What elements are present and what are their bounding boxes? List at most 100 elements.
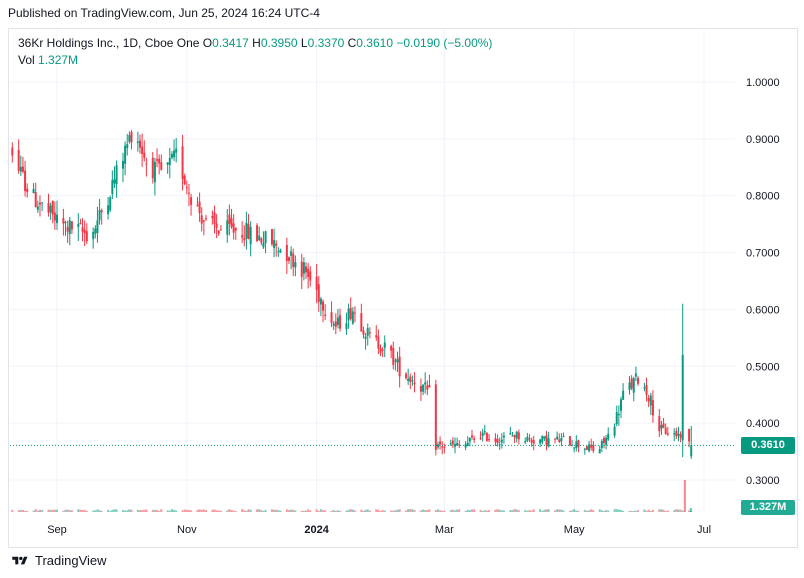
candle-body bbox=[605, 437, 608, 445]
volume-bar bbox=[158, 510, 161, 512]
volume-bar bbox=[245, 510, 248, 512]
candle-body bbox=[562, 436, 565, 438]
volume-bar bbox=[145, 509, 148, 512]
volume-bar bbox=[115, 509, 118, 512]
candle-body bbox=[483, 431, 486, 433]
volume-bar bbox=[53, 509, 56, 512]
candle-body bbox=[245, 222, 248, 239]
candle-body bbox=[153, 161, 156, 183]
tradingview-brand[interactable]: TradingView bbox=[10, 553, 107, 568]
volume-bar bbox=[185, 509, 188, 512]
candle-body bbox=[368, 332, 371, 334]
volume-bar bbox=[232, 510, 235, 512]
candle-body bbox=[496, 439, 499, 444]
candle-body bbox=[211, 216, 214, 219]
volume-bar bbox=[619, 509, 622, 512]
volume-bar bbox=[360, 509, 363, 512]
volume-bar bbox=[558, 509, 561, 512]
candle-body bbox=[405, 373, 408, 379]
candle-body bbox=[273, 240, 276, 248]
candle-body bbox=[160, 162, 163, 170]
candle-body bbox=[449, 443, 452, 445]
candle-body bbox=[628, 382, 631, 390]
volume-bar bbox=[160, 509, 163, 512]
candle-body bbox=[109, 197, 112, 211]
candle-body bbox=[62, 218, 65, 224]
volume-bar bbox=[526, 510, 529, 512]
candle-body bbox=[260, 238, 263, 243]
volume-bar bbox=[630, 510, 633, 512]
x-tick-label: Sep bbox=[47, 524, 67, 536]
volume-bar bbox=[466, 509, 469, 512]
volume-bar bbox=[83, 509, 86, 512]
candle-body bbox=[598, 448, 601, 454]
candle-body bbox=[11, 147, 14, 156]
x-tick-label: Mar bbox=[435, 524, 454, 536]
volume-bar bbox=[332, 509, 335, 512]
candle-body bbox=[294, 262, 297, 268]
volume-bar bbox=[285, 509, 288, 512]
volume-bar bbox=[287, 510, 290, 512]
volume-bar bbox=[47, 509, 50, 512]
candle-body bbox=[262, 243, 265, 248]
volume-bar bbox=[121, 510, 124, 512]
volume-bar bbox=[215, 510, 218, 512]
candle-body bbox=[571, 445, 574, 447]
volume-bar bbox=[70, 510, 73, 512]
low-value: 0.3370 bbox=[307, 36, 345, 50]
volume-bar bbox=[379, 510, 382, 512]
volume-bar bbox=[94, 510, 97, 512]
volume-bar bbox=[458, 509, 461, 512]
volume-bar bbox=[187, 509, 190, 512]
candle-body bbox=[662, 423, 665, 428]
volume-bar bbox=[622, 510, 625, 512]
candle-body bbox=[249, 227, 252, 245]
candle-body bbox=[322, 301, 325, 311]
candle-body bbox=[115, 165, 118, 185]
volume-bar bbox=[479, 509, 482, 512]
candle-body bbox=[568, 436, 571, 446]
volume-bar bbox=[545, 509, 548, 512]
volume-bar bbox=[202, 509, 205, 512]
y-tick-label: 0.5000 bbox=[746, 361, 780, 373]
candle-body bbox=[588, 444, 591, 452]
candle-body bbox=[324, 314, 327, 316]
volume-bar bbox=[211, 509, 214, 512]
candle-body bbox=[330, 312, 333, 323]
candle-body bbox=[196, 204, 199, 206]
candle-body bbox=[128, 135, 131, 142]
volume-bar bbox=[689, 508, 692, 512]
candle-body bbox=[107, 205, 110, 215]
volume-bar bbox=[539, 509, 542, 512]
candle-body bbox=[494, 438, 497, 442]
close-label: C bbox=[347, 36, 357, 50]
candle-body bbox=[49, 205, 52, 213]
candle-body bbox=[573, 447, 576, 449]
candle-body bbox=[53, 212, 56, 221]
candle-body bbox=[377, 336, 380, 349]
volume-bar bbox=[607, 510, 610, 512]
volume-bar bbox=[524, 510, 527, 512]
close-value: 0.3610 bbox=[356, 36, 393, 50]
volume-bar bbox=[517, 510, 520, 512]
volume-bar bbox=[422, 509, 425, 512]
candle-body bbox=[334, 321, 337, 327]
candle-body bbox=[292, 253, 295, 268]
high-label: H bbox=[252, 36, 261, 50]
candle-body bbox=[309, 271, 312, 281]
volume-bar bbox=[322, 510, 325, 512]
y-tick-label: 0.7000 bbox=[746, 248, 780, 260]
volume-bar bbox=[530, 510, 533, 512]
volume-bar bbox=[234, 510, 237, 512]
candle-body bbox=[92, 231, 95, 240]
candle-body bbox=[375, 335, 378, 338]
volume-bar bbox=[98, 510, 101, 512]
volume-bar bbox=[319, 509, 322, 512]
candle-body bbox=[517, 432, 520, 440]
volume-bar bbox=[647, 509, 650, 512]
candle-body bbox=[547, 438, 550, 447]
candle-body bbox=[637, 377, 640, 384]
candle-body bbox=[226, 220, 229, 235]
volume-bar bbox=[590, 509, 593, 512]
